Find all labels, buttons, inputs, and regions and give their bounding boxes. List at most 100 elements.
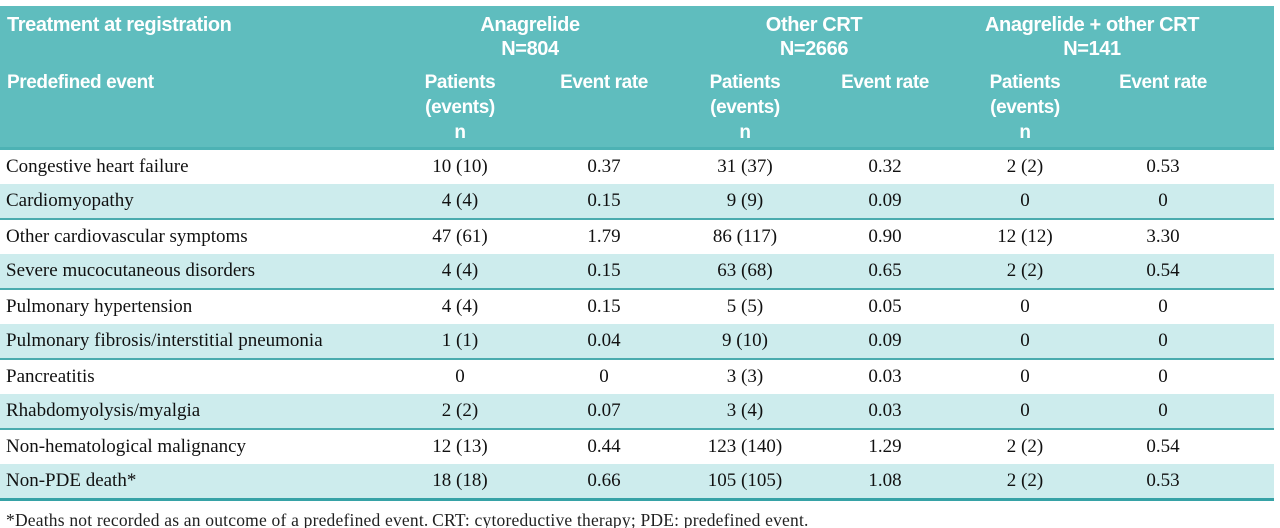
table-row: Non-hematological malignancy 12 (13) 0.44 1… — [0, 429, 1274, 464]
value-cell: 0.37 — [587, 156, 621, 177]
group-header-row: Treatment at registration Anagrelide N=8… — [0, 6, 1275, 70]
table-footnote: *Deaths not recorded as an outcome of a … — [6, 510, 809, 528]
value-cell: 2 (2) — [1006, 156, 1044, 177]
table-row: Pulmonary fibrosis/interstitial pneumoni… — [0, 324, 1275, 360]
sub-header-row: Predefined event Patients (events) n Eve… — [0, 70, 1275, 150]
value-cell: 0.05 — [868, 296, 902, 317]
table-row: Other cardiovascular symptoms 47 (61) 1.79… — [0, 219, 1274, 254]
group-n: N=141 — [1063, 38, 1121, 60]
row-spacer — [1230, 359, 1274, 394]
group-anagrelide-other-crt: Anagrelide + other CRT N=141 — [954, 6, 1231, 70]
value-cell: 0.54 — [1096, 254, 1231, 290]
value-cell: 0 — [1020, 366, 1030, 387]
col-patients-3: Patients (events) n — [954, 70, 1096, 150]
value-cell: 0.54 — [1146, 436, 1180, 457]
value-cell: 12 (12) — [997, 226, 1053, 247]
value-cell: 2 (2) — [386, 394, 534, 430]
value-cell: 1.79 — [587, 226, 621, 247]
col-patients-2: Patients (events) n — [674, 70, 816, 150]
value-cell: 86 (117) — [712, 226, 778, 247]
event-name-cell: Rhabdomyolysis/myalgia — [0, 394, 386, 430]
col-event-rate-3: Event rate — [1096, 70, 1231, 150]
value-cell: 10 (10) — [432, 156, 488, 177]
value-cell: 0.03 — [816, 394, 954, 430]
table-row: Pancreatitis 0 0 3 (3) 0.03 0 0 — [0, 359, 1274, 394]
value-cell: 47 (61) — [432, 226, 488, 247]
col-patients-1: Patients (events) n — [386, 70, 534, 150]
value-cell: 3 (4) — [674, 394, 816, 430]
table-row: Severe mucocutaneous disorders 4 (4) 0.15 6… — [0, 254, 1275, 290]
table-row: Non-PDE death* 18 (18) 0.66 105 (105) 1.08 2 … — [0, 464, 1275, 501]
group-n: N=804 — [501, 38, 559, 60]
event-name-cell: Pancreatitis — [6, 366, 95, 387]
value-cell: 9 (10) — [674, 324, 816, 360]
value-cell: 0.15 — [534, 184, 674, 220]
value-cell: 0.15 — [587, 296, 621, 317]
value-cell: 0 — [1096, 394, 1231, 430]
group-other-crt: Other CRT N=2666 — [674, 6, 954, 70]
col-event-rate-1: Event rate — [534, 70, 674, 150]
value-cell: 31 (37) — [717, 156, 773, 177]
value-cell: 0 — [954, 184, 1096, 220]
value-cell: 2 (2) — [1006, 436, 1044, 457]
value-cell: 0 — [1020, 296, 1030, 317]
value-cell: 0 — [954, 324, 1096, 360]
predefined-events-table: Treatment at registration Anagrelide N=8… — [0, 6, 1275, 501]
table-row: Congestive heart failure 10 (10) 0.37 31 (3… — [0, 149, 1274, 185]
value-cell: 0 — [954, 394, 1096, 430]
row-spacer — [1230, 254, 1275, 290]
value-cell: 0.09 — [816, 324, 954, 360]
row-spacer — [1230, 464, 1275, 501]
value-cell: 2 (2) — [954, 464, 1096, 501]
value-cell: 3.30 — [1146, 226, 1180, 247]
row-spacer — [1230, 289, 1274, 324]
header-spacer — [1230, 6, 1275, 70]
value-cell: 0 — [1158, 366, 1168, 387]
event-name-cell: Non-PDE death* — [0, 464, 386, 501]
row-spacer — [1230, 429, 1274, 464]
value-cell: 105 (105) — [674, 464, 816, 501]
value-cell: 1.08 — [816, 464, 954, 501]
event-name-cell: Cardiomyopathy — [0, 184, 386, 220]
value-cell: 0.04 — [534, 324, 674, 360]
value-cell: 0 — [1158, 296, 1168, 317]
value-cell: 0.07 — [534, 394, 674, 430]
group-title: Anagrelide + other CRT — [985, 14, 1200, 36]
value-cell: 2 (2) — [954, 254, 1096, 290]
value-cell: 0 — [1096, 184, 1231, 220]
table-header: Treatment at registration Anagrelide N=8… — [0, 6, 1275, 150]
value-cell: 5 (5) — [726, 296, 764, 317]
value-cell: 18 (18) — [386, 464, 534, 501]
col-event-rate-2: Event rate — [816, 70, 954, 150]
row-spacer — [1230, 219, 1274, 254]
event-name-cell: Non-hematological malignancy — [6, 436, 247, 457]
row-spacer — [1230, 324, 1275, 360]
row-spacer — [1230, 394, 1275, 430]
corner-subtitle: Predefined event — [0, 70, 386, 150]
event-name-cell: Pulmonary fibrosis/interstitial pneumoni… — [0, 324, 386, 360]
value-cell: 0.09 — [816, 184, 954, 220]
group-anagrelide: Anagrelide N=804 — [386, 6, 674, 70]
event-name-cell: Severe mucocutaneous disorders — [0, 254, 386, 290]
group-n: N=2666 — [779, 38, 849, 60]
value-cell: 0.53 — [1096, 464, 1231, 501]
value-cell: 1 (1) — [386, 324, 534, 360]
event-name-cell: Other cardiovascular symptoms — [6, 226, 248, 247]
value-cell: 0.53 — [1146, 156, 1180, 177]
table-row: Pulmonary hypertension 4 (4) 0.15 5 (5) 0.05… — [0, 289, 1274, 324]
row-spacer — [1230, 184, 1275, 220]
row-spacer — [1230, 149, 1274, 185]
value-cell: 0.65 — [816, 254, 954, 290]
event-name-cell: Congestive heart failure — [6, 156, 189, 177]
table-body: Congestive heart failure 10 (10) 0.37 31 (3… — [0, 149, 1275, 501]
table-row: Rhabdomyolysis/myalgia 2 (2) 0.07 3 (4) 0.03… — [0, 394, 1275, 430]
value-cell: 0.32 — [868, 156, 902, 177]
value-cell: 0 — [1096, 324, 1231, 360]
value-cell: 0.44 — [587, 436, 621, 457]
value-cell: 4 (4) — [386, 254, 534, 290]
value-cell: 63 (68) — [674, 254, 816, 290]
value-cell: 9 (9) — [674, 184, 816, 220]
event-name-cell: Pulmonary hypertension — [6, 296, 193, 317]
value-cell: 0.66 — [534, 464, 674, 501]
